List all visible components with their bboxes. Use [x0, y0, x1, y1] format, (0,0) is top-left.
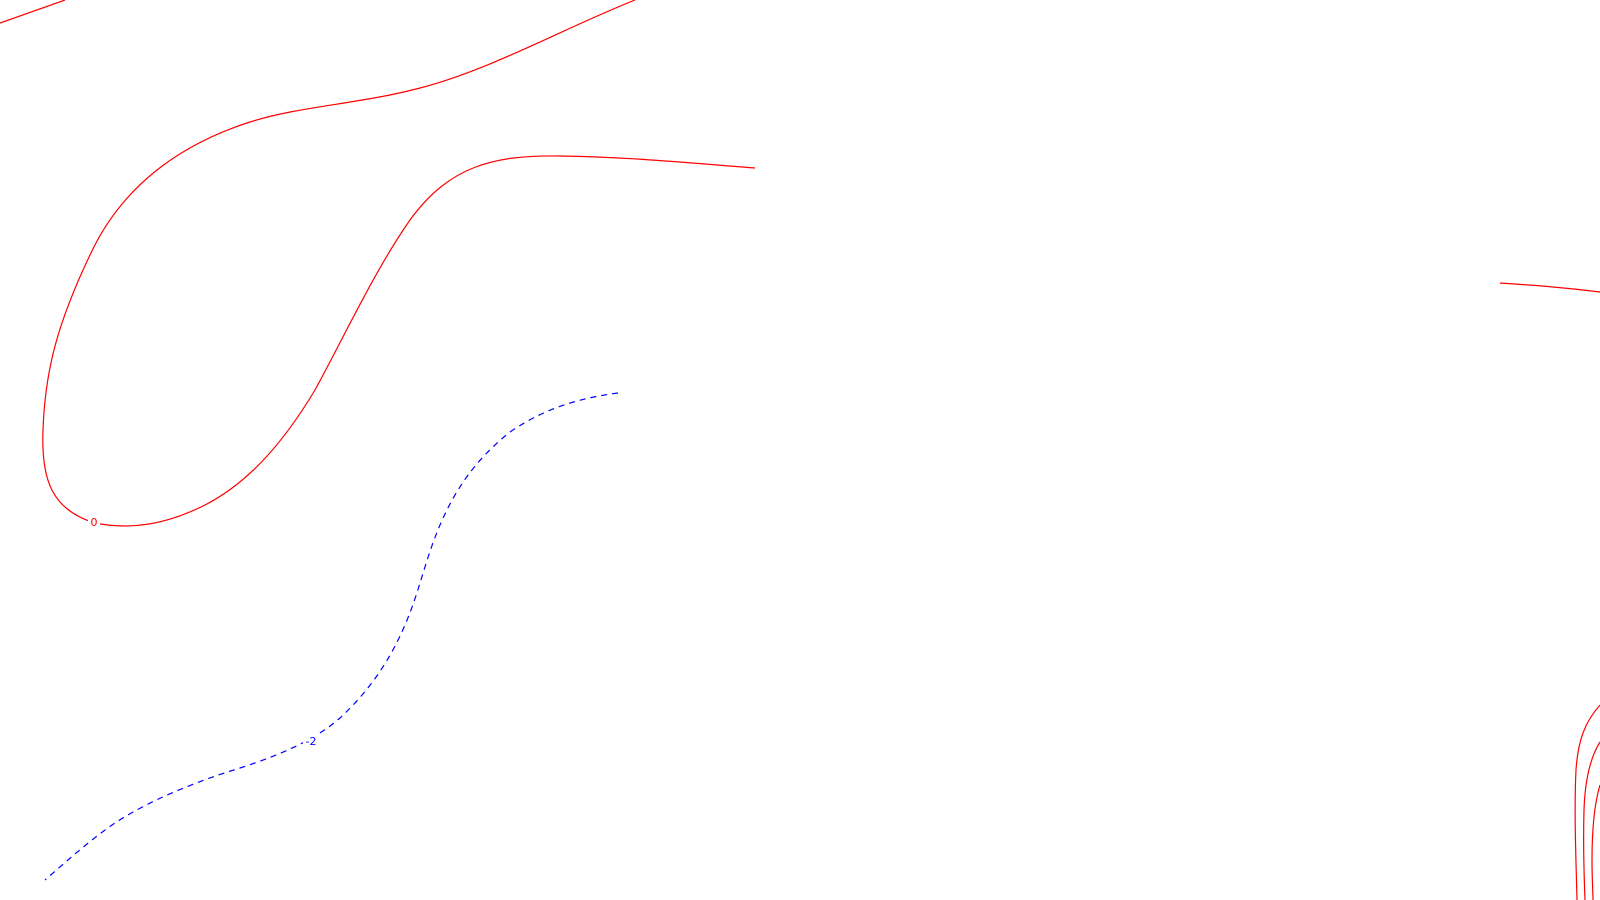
red-contour-cluster-outer — [1574, 704, 1600, 900]
red-contour-upper-arc — [42, 0, 756, 527]
zero-contour-label: 0 — [91, 516, 98, 529]
red-contour-cluster-inner — [1591, 784, 1600, 900]
red-contour-segment-top-left — [0, 0, 66, 24]
red-contour-cluster-middle — [1582, 741, 1600, 900]
minus-two-contour-label: -2 — [306, 735, 317, 748]
red-contour-segment-right — [1499, 282, 1600, 293]
blue-dashed-contour — [44, 392, 619, 881]
zero-contour-label-bg — [88, 515, 100, 529]
minus-two-contour-label-bg — [303, 734, 319, 748]
